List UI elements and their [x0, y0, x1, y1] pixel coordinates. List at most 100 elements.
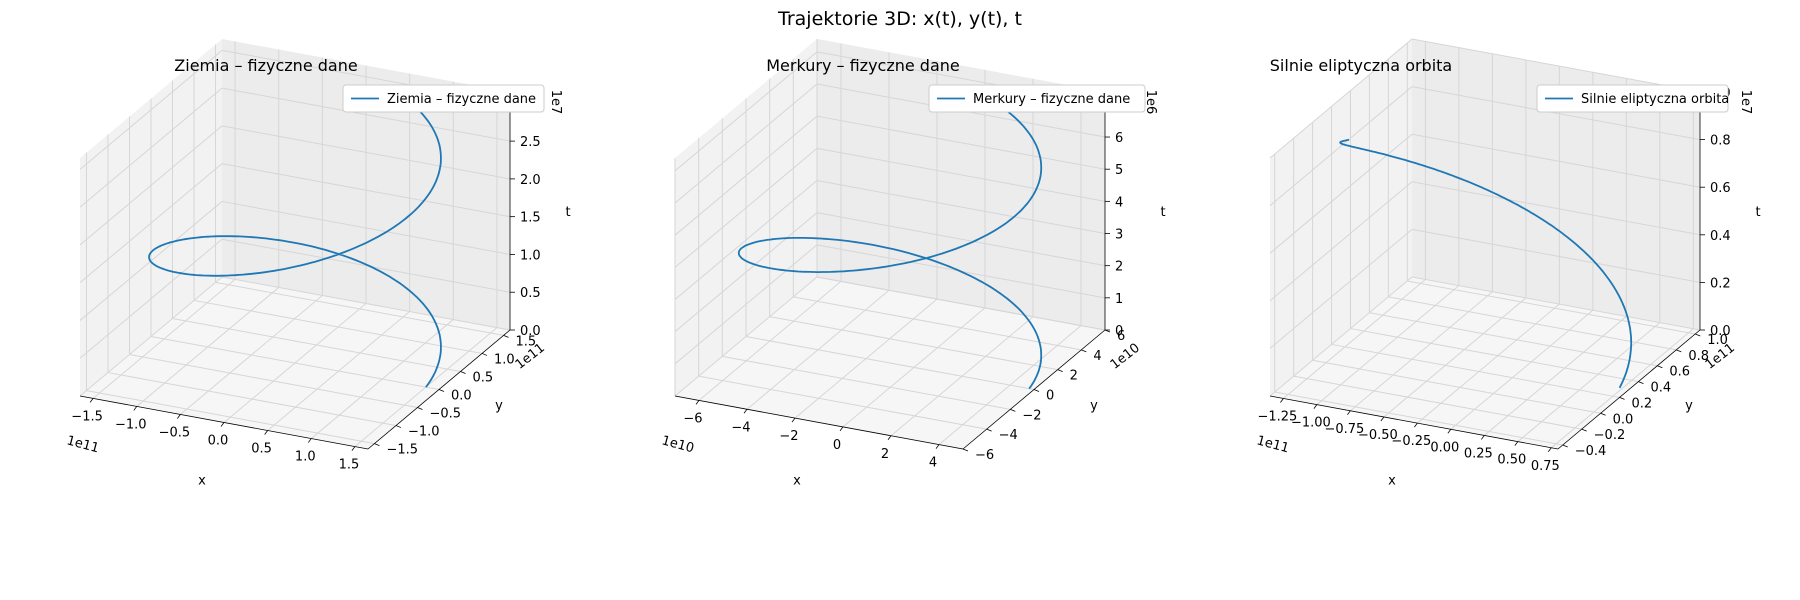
x-tick [1380, 416, 1385, 422]
z-tick-label: 0 [1115, 324, 1123, 339]
subplot-title: Merkury – fizyczne dane [766, 56, 960, 75]
z-tick-label: 0.5 [520, 286, 541, 301]
z-axis-label: t [1160, 205, 1165, 220]
x-tick-label: 0 [833, 438, 841, 453]
y-tick [986, 428, 992, 432]
x-tick [887, 435, 892, 440]
figure-suptitle: Trajektorie 3D: x(t), y(t), t [778, 8, 1022, 30]
grid-line [79, 125, 223, 246]
grid-line [793, 296, 1082, 351]
grid-line [1388, 296, 1677, 351]
y-tick-label: 1.0 [1707, 333, 1728, 348]
grid-line [129, 354, 418, 409]
grid-line [1411, 86, 1701, 141]
grid-line [221, 163, 511, 218]
x-tick-label: 0.5 [251, 442, 272, 457]
x-tick [743, 409, 748, 414]
x-tick-label: 0.00 [1430, 440, 1459, 455]
y-tick-label: 0.0 [451, 389, 472, 404]
x-tick [1481, 435, 1485, 440]
y-tick-label: 0 [1046, 389, 1054, 404]
x-tick [89, 398, 94, 403]
z-tick-label: 3 [1115, 228, 1123, 243]
x-tick-label: −6 [683, 411, 702, 426]
y-tick-label: −6 [975, 448, 994, 463]
grid-line [674, 51, 818, 172]
grid-line [745, 336, 1035, 390]
y-tick-label: 2 [1070, 369, 1078, 384]
x-tick [1313, 404, 1318, 409]
x-tick-label: −1.25 [1257, 409, 1297, 424]
grid-line [816, 115, 1106, 170]
grid-line [79, 238, 223, 359]
grid-line [674, 244, 818, 365]
x-offset-label: 1e11 [1255, 433, 1291, 456]
y-tick-label: −0.2 [1594, 428, 1626, 443]
y-tick [395, 425, 402, 428]
y-tick [1033, 389, 1040, 392]
x-axis-label: x [1388, 474, 1396, 489]
x-tick [1447, 429, 1452, 434]
z-tick-label: 0.2 [1710, 276, 1731, 291]
y-tick-label: 0.0 [1613, 412, 1634, 427]
grid-line [1350, 328, 1639, 383]
grid-line [221, 238, 511, 293]
z-tick-label: 0.0 [520, 324, 541, 339]
x-tick [1414, 422, 1418, 428]
z-tick-label: 2.0 [520, 173, 541, 188]
legend-box [342, 84, 545, 113]
x-tick [264, 430, 268, 435]
grid-line [1274, 391, 1563, 446]
grid-line [221, 125, 511, 180]
grid-line [1269, 181, 1413, 302]
x-tick-label: 0.50 [1497, 453, 1526, 468]
x-axis-label: x [198, 474, 206, 489]
y-tick [481, 353, 488, 356]
z-tick-label: 2.5 [520, 135, 541, 150]
y-tick [1010, 408, 1016, 412]
x-tick-label: 0.75 [1531, 459, 1560, 474]
y-tick [1081, 349, 1087, 353]
grid-line [674, 212, 818, 333]
subplot-title: Ziemia – fizyczne dane [174, 56, 357, 75]
x-tick [1514, 441, 1519, 446]
y-tick-label: −1.5 [386, 443, 418, 458]
y-tick [1057, 369, 1063, 373]
legend-label: Ziemia – fizyczne dane [387, 92, 536, 107]
subplot-title: Silnie eliptyczna orbita [1270, 56, 1452, 75]
x-tick-label: −1.00 [1291, 416, 1331, 431]
x-tick-label: 4 [929, 456, 937, 471]
subplot-2: −6−4−2024−6−4−2024601234567xyt1e101e101e… [660, 39, 1166, 489]
z-offset-label: 1e7 [548, 90, 563, 115]
x-tick [1280, 398, 1284, 403]
grid-line [221, 87, 511, 142]
grid-line [1369, 312, 1658, 367]
legend: Silnie eliptyczna orbita [1536, 84, 1729, 113]
series-line-1 [148, 91, 442, 388]
grid-line [1331, 343, 1620, 398]
x-tick [133, 406, 138, 411]
grid-line [215, 281, 504, 336]
x-tick [839, 426, 844, 432]
grid-line [193, 299, 483, 354]
legend-box [928, 84, 1146, 113]
grid-line [1269, 38, 1413, 159]
y-tick [962, 448, 969, 452]
grid-line [722, 355, 1011, 410]
grid-line [1411, 133, 1701, 188]
grid-line [79, 163, 223, 284]
y-tick-label: 6 [1117, 329, 1125, 344]
y-axis-label: y [1090, 399, 1098, 414]
x-tick [177, 414, 181, 419]
x-tick-label: −4 [731, 420, 750, 435]
grid-line [674, 180, 818, 300]
grid-line [674, 115, 818, 236]
grid-line [79, 49, 223, 170]
x-tick [1347, 410, 1351, 416]
y-tick-label: 0.8 [1688, 349, 1709, 364]
series-line-1 [1339, 138, 1633, 389]
y-tick [1581, 428, 1587, 432]
x-tick-label: −0.5 [159, 425, 191, 440]
x-tick-label: 0.25 [1464, 446, 1493, 461]
